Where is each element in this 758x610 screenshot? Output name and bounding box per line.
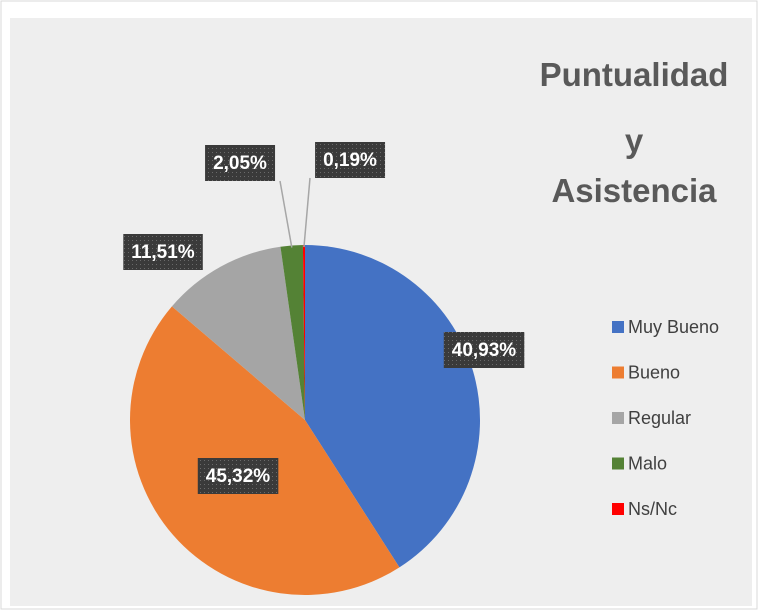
data-label-box	[315, 142, 386, 178]
pie-slice	[171, 246, 305, 420]
leader-line	[279, 180, 293, 248]
data-label-text: 0,19%	[323, 150, 377, 171]
data-label: 40,93%	[443, 332, 525, 368]
data-label-box	[443, 332, 525, 368]
data-label-text: 11,51%	[131, 242, 194, 263]
legend-swatch	[612, 412, 624, 424]
data-label-text: 45,32%	[206, 466, 271, 487]
pie-slice	[305, 245, 481, 568]
legend-swatch	[612, 321, 624, 333]
legend-swatch	[612, 503, 624, 515]
pie-slice	[129, 306, 400, 596]
data-label-box	[197, 458, 279, 494]
pie-slice	[280, 245, 305, 420]
legend-label: Bueno	[628, 362, 680, 382]
data-label: 2,05%	[205, 145, 276, 181]
data-label-box	[205, 145, 276, 181]
data-label: 0,19%	[315, 142, 386, 178]
leader-line	[303, 177, 311, 248]
legend-swatch	[612, 457, 624, 470]
legend-swatch	[612, 366, 624, 379]
chart-title: Puntualidad y Asistencia	[540, 56, 729, 209]
data-label-text: 2,05%	[213, 153, 267, 174]
data-label: 11,51%	[123, 234, 203, 270]
legend-label: Muy Bueno	[628, 317, 719, 337]
legend-label: Malo	[628, 453, 667, 473]
data-label-box	[123, 234, 203, 270]
legend-label: Regular	[628, 408, 691, 428]
pie-slice	[302, 245, 305, 420]
legend-label: Ns/Nc	[628, 499, 677, 519]
data-label: 45,32%	[197, 458, 279, 494]
data-label-text: 40,93%	[452, 340, 517, 361]
